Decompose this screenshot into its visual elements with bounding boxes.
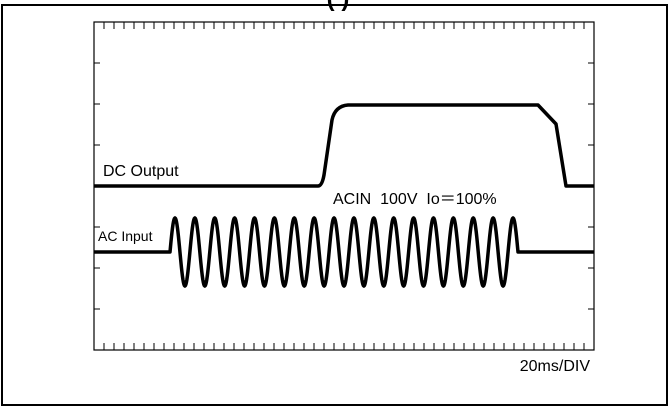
partial-title: ( ) xyxy=(327,0,350,12)
condition-label: ACIN 100V Io＝100% xyxy=(333,191,497,208)
graticule-ticks xyxy=(94,22,594,350)
timebase-label: 20ms/DIV xyxy=(520,358,591,375)
dc-output-trace xyxy=(94,103,594,188)
ac-input-trace xyxy=(94,216,594,288)
outer-frame xyxy=(1,4,668,406)
dc-output-label: DC Output xyxy=(103,163,179,180)
ac-input-label: AC Input xyxy=(98,228,153,244)
